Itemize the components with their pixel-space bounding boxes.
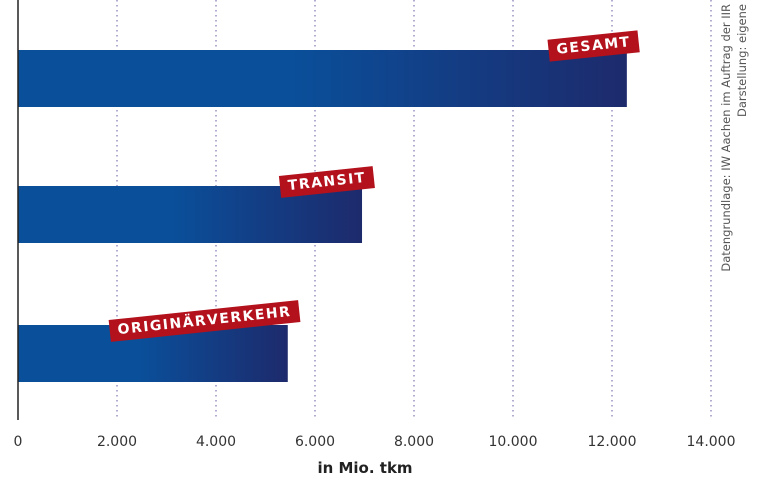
bar-label: GESAMT <box>556 34 632 58</box>
bar <box>18 186 363 243</box>
x-tick-label: 12.000 <box>588 434 637 450</box>
source-line-1: Datengrundlage: IW Aachen im Auftrag der… <box>719 4 733 272</box>
bar-label-tag: TRANSIT <box>278 166 375 198</box>
x-tick-label: 8.000 <box>394 434 434 450</box>
bar-label-background <box>108 300 301 342</box>
x-tick-label: 10.000 <box>489 434 538 450</box>
source-line-2: Darstellung: eigene <box>735 4 749 117</box>
x-tick-label: 4.000 <box>196 434 236 450</box>
source-note: Datengrundlage: IW Aachen im Auftrag der… <box>719 4 749 272</box>
x-axis-ticks: 0 2.000 4.000 6.000 8.000 10.000 12.000 14.000 <box>14 434 736 450</box>
x-tick-label: 14.000 <box>687 434 736 450</box>
bar-label-tag: GESAMT <box>547 30 640 62</box>
x-tick-label: 2.000 <box>97 434 137 450</box>
bar <box>18 50 627 107</box>
x-tick-label: 0 <box>14 434 23 450</box>
x-axis-label: in Mio. tkm <box>317 459 412 477</box>
bar-label-background <box>547 30 640 62</box>
bar-label-background <box>278 166 375 198</box>
x-tick-label: 6.000 <box>295 434 335 450</box>
